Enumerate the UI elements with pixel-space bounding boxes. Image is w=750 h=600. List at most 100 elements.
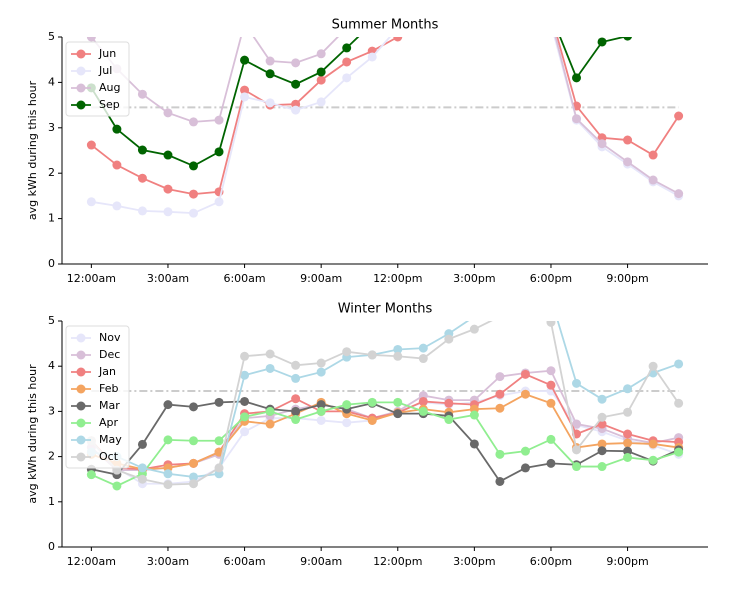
series-line (90, 369, 679, 472)
data-point (674, 189, 684, 199)
data-point (495, 298, 504, 307)
legend-marker (76, 100, 86, 110)
series-line (91, 400, 680, 483)
data-point (265, 349, 275, 359)
data-point (393, 409, 403, 419)
data-point (316, 400, 326, 410)
legend-label: Jul (98, 64, 112, 77)
data-point (137, 474, 147, 484)
data-point (240, 427, 250, 437)
data-point (546, 366, 556, 376)
data-point (342, 400, 352, 410)
data-point (291, 406, 301, 416)
data-point (163, 469, 173, 479)
plot-area (86, 0, 684, 218)
data-point (495, 372, 505, 382)
data-point (188, 117, 198, 127)
data-point (342, 73, 352, 83)
legend: Nov Dec Jan Feb Mar Apr May Oct (65, 325, 130, 469)
x-tick-label: 12:00pm (373, 272, 422, 285)
data-point (291, 58, 301, 68)
data-point (623, 135, 633, 145)
x-tick-label: 9:00pm (606, 272, 648, 285)
data-point (137, 145, 147, 155)
data-point (214, 397, 224, 407)
x-tick-label: 12:00am (67, 555, 116, 568)
data-point (495, 0, 504, 1)
data-point (265, 69, 275, 79)
data-point (163, 150, 173, 160)
data-point (316, 75, 326, 85)
data-point (316, 67, 326, 77)
data-point (137, 173, 147, 183)
data-point (112, 124, 122, 134)
data-point (112, 160, 122, 170)
data-point (418, 406, 428, 416)
legend-marker (76, 66, 86, 76)
data-point (265, 98, 275, 108)
data-point (291, 105, 301, 115)
data-point (265, 56, 275, 66)
data-point (316, 49, 326, 59)
data-point (469, 439, 479, 449)
x-tick-label: 3:00pm (453, 272, 495, 285)
legend-box (65, 325, 130, 469)
series-line (90, 373, 679, 471)
data-point (623, 438, 633, 448)
data-point (316, 358, 326, 368)
data-point (597, 446, 607, 456)
data-point (163, 108, 173, 118)
data-point (444, 398, 454, 408)
data-point (86, 140, 96, 150)
data-point (214, 197, 224, 207)
data-point (470, 312, 479, 321)
data-point (623, 429, 633, 439)
legend-marker (76, 418, 86, 428)
data-point (291, 79, 301, 89)
x-tick-label: 12:00am (67, 272, 116, 285)
legend-marker (76, 452, 86, 462)
x-tick-label: 3:00am (147, 272, 189, 285)
x-tick-label: 6:00pm (530, 555, 572, 568)
data-point (86, 470, 96, 480)
legend-label: Jun (98, 47, 116, 60)
data-point (623, 446, 633, 456)
series-line (91, 321, 679, 478)
data-point (648, 150, 658, 160)
data-point (86, 37, 96, 42)
data-point (291, 415, 301, 425)
data-point (520, 389, 530, 399)
data-point (495, 449, 505, 459)
data-point (648, 361, 658, 371)
data-point (623, 453, 633, 463)
data-point (367, 350, 377, 360)
data-point (316, 97, 326, 107)
data-point (137, 206, 147, 216)
legend-label: Sep (99, 98, 120, 111)
legend-label: Aug (99, 81, 120, 94)
data-point (444, 334, 454, 344)
y-tick-label: 3 (48, 121, 55, 134)
data-point (470, 0, 479, 5)
data-point (86, 197, 96, 207)
data-point (316, 406, 326, 416)
data-point (649, 23, 658, 32)
data-point (572, 445, 582, 455)
legend-label: Feb (99, 382, 118, 395)
data-point (163, 207, 173, 217)
data-point (597, 394, 607, 404)
data-point (674, 398, 684, 408)
data-point (163, 435, 173, 445)
y-axis-label: avg kWh during this hour (26, 364, 39, 504)
data-point (495, 0, 504, 5)
data-point (112, 201, 122, 211)
data-point (546, 14, 555, 23)
data-point (623, 407, 633, 417)
data-point (163, 480, 173, 490)
data-point (674, 19, 683, 28)
data-point (240, 370, 250, 380)
legend-label: Oct (99, 450, 119, 463)
data-point (137, 463, 147, 473)
